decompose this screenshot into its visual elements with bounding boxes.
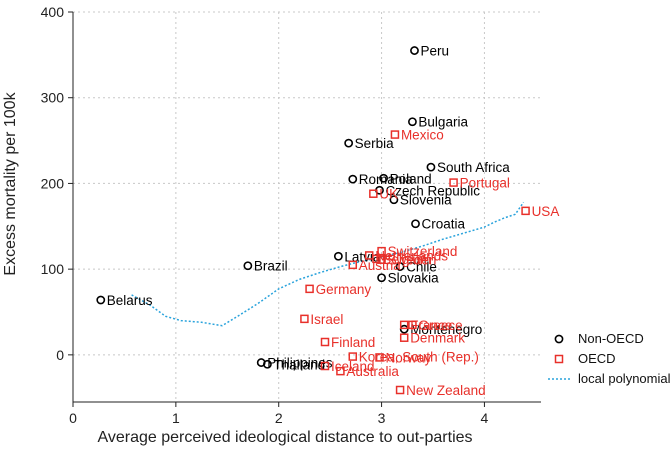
point-montenegro — [399, 324, 409, 334]
point-germany — [305, 284, 314, 294]
label-slovenia: Slovenia — [400, 193, 452, 208]
point-serbia — [344, 138, 354, 148]
label-south-africa: South Africa — [437, 160, 510, 175]
point-mexico — [390, 130, 400, 139]
point-korea-south-rep — [348, 352, 358, 361]
point-croatia — [411, 219, 420, 229]
label-denmark: Denmark — [410, 331, 465, 346]
x-tick-label: 0 — [69, 410, 77, 426]
point-sweden — [377, 255, 386, 264]
point-slovenia — [389, 195, 399, 205]
label-latvia: Latvia — [344, 249, 381, 264]
point-austria — [348, 260, 358, 270]
label-iceland: Iceland — [331, 359, 375, 374]
point-poland — [379, 173, 389, 183]
label-peru: Peru — [420, 44, 449, 59]
point-israel — [300, 314, 309, 324]
point-uk — [369, 189, 378, 198]
label-greece: Greece — [418, 318, 462, 333]
label-austria: Austria — [359, 258, 402, 273]
label-uk: UK — [379, 187, 398, 202]
local-polynomial-series — [131, 201, 525, 327]
point-norway — [375, 353, 384, 362]
point-peru — [410, 46, 419, 55]
label-slovakia: Slovakia — [388, 271, 440, 286]
label-sweden: Sweden — [388, 253, 437, 268]
label-germany: Germany — [316, 282, 372, 297]
x-tick-label: 4 — [481, 410, 489, 426]
legend-oecd-marker — [554, 354, 564, 364]
label-poland: Poland — [390, 171, 432, 186]
label-serbia: Serbia — [355, 136, 395, 151]
label-finland: Finland — [331, 335, 375, 350]
point-switzerland — [377, 246, 386, 256]
label-switzerland: Switzerland — [388, 244, 458, 259]
label-korea-south-rep: Korea, South (Rep.) — [359, 350, 479, 365]
point-belarus — [96, 295, 106, 305]
point-australia — [336, 366, 345, 376]
x-tick-label: 2 — [275, 410, 283, 426]
point-france — [399, 320, 409, 330]
label-bulgaria: Bulgaria — [418, 115, 468, 130]
y-axis-title: Excess mortality per 100k — [2, 91, 19, 275]
point-romania — [348, 174, 358, 184]
y-tick-label: 0 — [56, 347, 64, 363]
point-finland — [320, 337, 330, 347]
label-mexico: Mexico — [401, 128, 444, 143]
point-greece — [408, 320, 417, 330]
legend-local-polynomial-label: local polynomial — [578, 371, 671, 386]
axes — [72, 12, 541, 403]
y-tick-label: 200 — [41, 175, 65, 191]
label-netherlands: Netherlands — [375, 248, 448, 263]
label-philippines: Philippines — [267, 356, 333, 371]
point-latvia — [333, 251, 343, 261]
point-thailand — [262, 359, 272, 369]
label-romania: Romania — [359, 172, 414, 187]
x-tick-label: 1 — [172, 410, 180, 426]
legend-non-oecd-marker — [554, 334, 564, 344]
label-norway: Norway — [386, 350, 432, 365]
data-points: Peru Bulgaria Serbia South Africa PolandRoma… — [96, 44, 560, 398]
y-tick-label: 400 — [41, 4, 65, 20]
point-new-zealand — [395, 385, 405, 395]
label-czech-republic: Czech Republic — [386, 183, 481, 198]
legend-oecd-label: OECD — [578, 351, 616, 366]
legend-non-oecd-label: Non-OECD — [578, 331, 644, 346]
label-new-zealand: New Zealand — [406, 383, 486, 398]
point-slovakia — [377, 273, 386, 283]
legend: Non-OECD OECD local polynomial — [548, 331, 671, 386]
y-tick-label: 100 — [41, 261, 65, 277]
point-portugal — [449, 178, 458, 187]
x-tick-label: 3 — [378, 410, 386, 426]
point-chile — [395, 262, 405, 271]
label-montenegro: Montenegro — [410, 322, 482, 337]
point-south-africa — [426, 162, 436, 172]
label-france: France — [410, 318, 452, 333]
label-belgium: Belgium — [382, 252, 431, 267]
y-tick-label: 300 — [41, 90, 65, 106]
label-israel: Israel — [310, 312, 343, 327]
point-usa — [521, 206, 530, 216]
point-brazil — [243, 261, 253, 271]
point-denmark — [399, 333, 409, 342]
label-belarus: Belarus — [107, 293, 153, 308]
x-axis-title: Average perceived ideological distance t… — [97, 429, 472, 446]
label-portugal: Portugal — [460, 176, 510, 191]
label-thailand: Thailand — [273, 357, 325, 372]
label-chile: Chile — [406, 260, 437, 275]
point-belgium — [372, 254, 381, 264]
point-iceland — [320, 361, 330, 371]
label-australia: Australia — [346, 364, 399, 379]
label-usa: USA — [532, 204, 560, 219]
label-croatia: Croatia — [422, 217, 466, 232]
point-bulgaria — [408, 117, 417, 127]
grid-lines — [72, 11, 541, 402]
label-brazil: Brazil — [254, 259, 288, 274]
axis-ticks: 0 100 200 300 400 0 1 2 3 4 — [41, 4, 489, 426]
local-polynomial-line — [131, 201, 525, 327]
